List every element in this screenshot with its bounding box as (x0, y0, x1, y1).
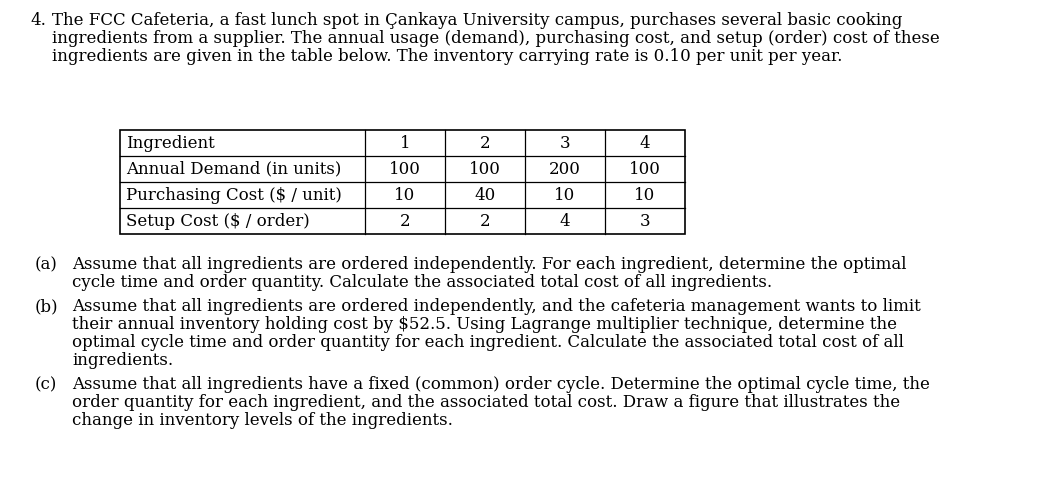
Text: Setup Cost ($ / order): Setup Cost ($ / order) (126, 213, 310, 229)
Text: Annual Demand (in units): Annual Demand (in units) (126, 161, 341, 177)
Text: optimal cycle time and order quantity for each ingredient. Calculate the associa: optimal cycle time and order quantity fo… (72, 334, 903, 351)
Text: Assume that all ingredients are ordered independently, and the cafeteria managem: Assume that all ingredients are ordered … (72, 298, 920, 315)
Text: ingredients from a supplier. The annual usage (demand), purchasing cost, and set: ingredients from a supplier. The annual … (52, 30, 939, 47)
Text: order quantity for each ingredient, and the associated total cost. Draw a figure: order quantity for each ingredient, and … (72, 394, 900, 411)
Text: 2: 2 (400, 213, 411, 229)
Text: ingredients are given in the table below. The inventory carrying rate is 0.10 pe: ingredients are given in the table below… (52, 48, 842, 65)
Text: The FCC Cafeteria, a fast lunch spot in Çankaya University campus, purchases sev: The FCC Cafeteria, a fast lunch spot in … (52, 12, 902, 29)
Text: 2: 2 (480, 213, 491, 229)
Text: (b): (b) (35, 298, 59, 315)
Text: (a): (a) (35, 256, 58, 273)
Text: 2: 2 (480, 134, 491, 151)
Text: ingredients.: ingredients. (72, 352, 173, 369)
Text: 40: 40 (474, 187, 496, 203)
Text: 4.: 4. (29, 12, 46, 29)
Text: Purchasing Cost ($ / unit): Purchasing Cost ($ / unit) (126, 187, 342, 203)
Text: 200: 200 (549, 161, 581, 177)
Text: Assume that all ingredients have a fixed (common) order cycle. Determine the opt: Assume that all ingredients have a fixed… (72, 376, 930, 393)
Text: 1: 1 (400, 134, 411, 151)
Text: 10: 10 (634, 187, 656, 203)
Text: change in inventory levels of the ingredients.: change in inventory levels of the ingred… (72, 412, 453, 429)
Text: Ingredient: Ingredient (126, 134, 215, 151)
Text: cycle time and order quantity. Calculate the associated total cost of all ingred: cycle time and order quantity. Calculate… (72, 274, 772, 291)
Text: 4: 4 (560, 213, 571, 229)
Text: (c): (c) (35, 376, 57, 393)
Text: their annual inventory holding cost by $52.5. Using Lagrange multiplier techniqu: their annual inventory holding cost by $… (72, 316, 897, 333)
Text: 100: 100 (469, 161, 501, 177)
Text: 3: 3 (560, 134, 571, 151)
Text: 100: 100 (629, 161, 661, 177)
Bar (120, 130, 686, 234)
Text: Assume that all ingredients are ordered independently. For each ingredient, dete: Assume that all ingredients are ordered … (72, 256, 907, 273)
Text: 4: 4 (639, 134, 651, 151)
Text: 100: 100 (389, 161, 421, 177)
Text: 3: 3 (639, 213, 651, 229)
Text: 10: 10 (554, 187, 576, 203)
Text: 10: 10 (395, 187, 416, 203)
